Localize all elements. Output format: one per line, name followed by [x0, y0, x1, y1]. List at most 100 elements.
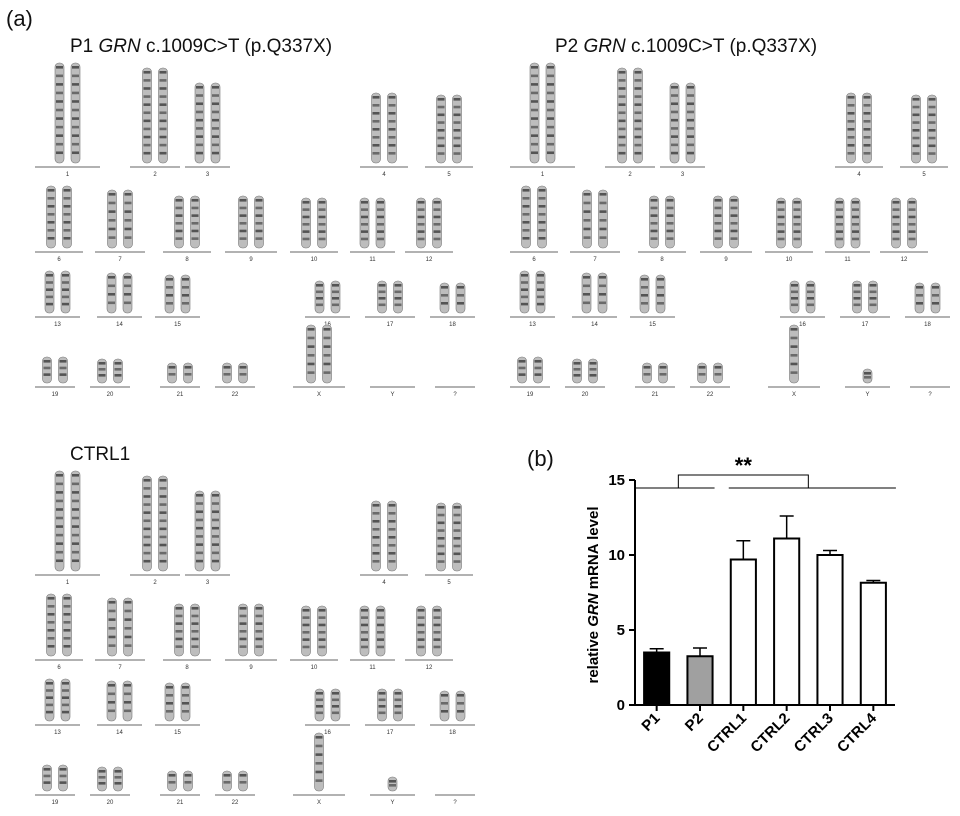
- chromosome-label: 22: [232, 800, 239, 806]
- chromosome-pair-?: ?: [435, 794, 475, 806]
- chromosome-label: 3: [206, 580, 210, 586]
- chromosome-pair-17: 17: [365, 688, 415, 736]
- chromosome-label: 2: [628, 172, 632, 178]
- chromosome-pair-11: 11: [825, 197, 870, 263]
- chromosome-pair-9: 9: [225, 195, 277, 263]
- chromosome-label: 12: [901, 257, 908, 263]
- chromosome-label: ?: [453, 800, 457, 806]
- chromosome-pair-X: X: [768, 324, 820, 398]
- chromosome-label: 20: [582, 392, 589, 398]
- chromosome-pair-5: 5: [425, 94, 473, 178]
- chromosome-label: 1: [66, 172, 70, 178]
- chromosome-pair-1: 1: [35, 62, 100, 178]
- chromosome-label: 15: [174, 322, 181, 328]
- karyotype-title-suffix: c.1009C>T (p.Q337X): [625, 36, 818, 57]
- bar-ctrl2: [773, 537, 801, 706]
- chromosome-pair-18: 18: [430, 690, 475, 736]
- chromosome-label: 1: [541, 172, 545, 178]
- chromosome-label: 16: [324, 730, 331, 736]
- chromosome-pair-X: X: [293, 324, 345, 398]
- karyotype-title-gene: GRN: [583, 36, 626, 57]
- chromosome-label: 20: [107, 800, 114, 806]
- chromosome-label: 19: [527, 392, 534, 398]
- chromosome-pair-22: 22: [690, 362, 730, 398]
- chromosome-pair-12: 12: [880, 197, 928, 263]
- chromosome-label: 10: [786, 257, 793, 263]
- y-axis-label: relative GRN mRNA level: [585, 506, 602, 683]
- chromosome-pair-1: 1: [35, 470, 100, 586]
- chromosome-label: ?: [928, 392, 932, 398]
- chromosome-label: 10: [311, 257, 318, 263]
- chromosome-pair-8: 8: [638, 195, 686, 263]
- chromosome-label: 15: [174, 730, 181, 736]
- chromosome-pair-17: 17: [365, 280, 415, 328]
- chromosome-label: 4: [382, 172, 386, 178]
- chromosome-label: 5: [447, 172, 451, 178]
- bar-p2: [686, 655, 714, 706]
- chromosome-pair-19: 19: [35, 356, 75, 398]
- chromosome-label: 12: [426, 257, 433, 263]
- chromosome-label: 6: [57, 257, 61, 263]
- chromosome-pair-7: 7: [95, 189, 145, 263]
- chromosome-pair-16: 16: [305, 280, 350, 328]
- chromosome-pair-4: 4: [360, 92, 408, 178]
- chromosome-pair-2: 2: [130, 67, 180, 178]
- chromosome-pair-8: 8: [163, 603, 211, 671]
- chromosome-pair-10: 10: [765, 197, 813, 263]
- y-tick-label: 0: [617, 697, 625, 714]
- chromosome-label: 15: [649, 322, 656, 328]
- chromosome-pair-1: 1: [510, 62, 575, 178]
- chromosome-pair-3: 3: [660, 82, 705, 178]
- karyotype-title-p1: P1 GRN c.1009C>T (p.Q337X): [70, 36, 332, 58]
- chromosome-label: 9: [249, 257, 253, 263]
- chromosome-label: 4: [382, 580, 386, 586]
- chromosome-label: 3: [206, 172, 210, 178]
- chromosome-pair-21: 21: [635, 362, 675, 398]
- chromosome-pair-15: 15: [155, 682, 200, 736]
- chromosome-label: 7: [593, 257, 597, 263]
- chromosome-pair-7: 7: [570, 189, 620, 263]
- chromosome-label: 18: [924, 322, 931, 328]
- chromosome-label: 5: [922, 172, 926, 178]
- chromosome-label: 4: [857, 172, 861, 178]
- chromosome-pair-17: 17: [840, 280, 890, 328]
- chromosome-pair-14: 14: [97, 272, 142, 328]
- x-tick-label: CTRL1: [704, 710, 750, 756]
- chromosome-pair-11: 11: [350, 197, 395, 263]
- chromosome-pair-12: 12: [405, 197, 453, 263]
- chromosome-label: 17: [387, 730, 394, 736]
- chromosome-pair-3: 3: [185, 82, 230, 178]
- chromosome-pair-20: 20: [90, 358, 130, 398]
- karyotype-title-prefix: P1: [70, 36, 99, 57]
- chromosome-label: 21: [652, 392, 659, 398]
- panel-a-letter: (a): [6, 6, 33, 31]
- chromosome-label: 9: [724, 257, 728, 263]
- chromosome-label: Y: [865, 392, 869, 398]
- chromosome-label: 19: [52, 800, 59, 806]
- chromosome-label: 14: [116, 322, 123, 328]
- chromosome-label: 8: [185, 257, 189, 263]
- chromosome-label: 11: [369, 665, 376, 671]
- chromosome-pair-13: 13: [35, 678, 80, 736]
- chromosome-pair-16: 16: [780, 280, 825, 328]
- x-tick-label: CTRL3: [791, 710, 837, 756]
- chromosome-pair-9: 9: [225, 603, 277, 671]
- chromosome-pair-4: 4: [360, 500, 408, 586]
- chromosome-pair-Y: Y: [845, 368, 890, 398]
- chromosome-pair-6: 6: [510, 185, 558, 263]
- bar-ctrl4: [859, 581, 887, 706]
- chromosome-label: 2: [153, 172, 157, 178]
- chromosome-label: 18: [449, 730, 456, 736]
- chromosome-label: 16: [799, 322, 806, 328]
- chromosome-pair-10: 10: [290, 197, 338, 263]
- chromosome-label: 12: [426, 665, 433, 671]
- chromosome-pair-6: 6: [35, 185, 83, 263]
- x-tick-label: CTRL4: [834, 709, 881, 756]
- chromosome-label: 13: [54, 730, 61, 736]
- y-tick-label: 10: [608, 547, 625, 564]
- chromosome-pair-10: 10: [290, 605, 338, 671]
- bar-ctrl3: [816, 554, 844, 706]
- karyotype-title-prefix: P2: [555, 36, 584, 57]
